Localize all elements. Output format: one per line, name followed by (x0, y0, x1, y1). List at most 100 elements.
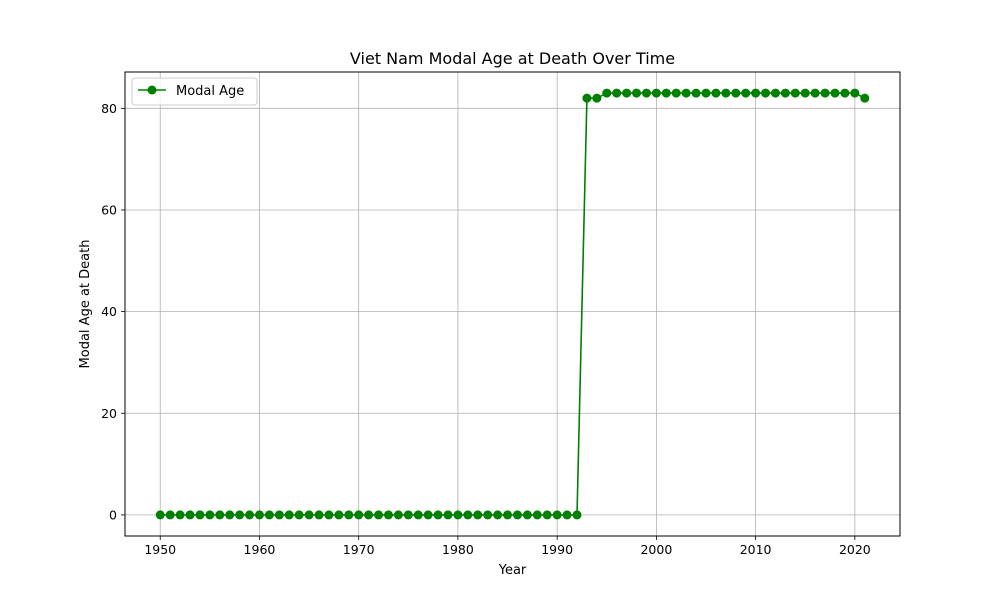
data-point (780, 88, 790, 98)
data-point (155, 510, 165, 520)
data-point (175, 510, 185, 520)
x-axis-ticks: 1950 1960 1970 1980 1990 2000 2010 2020 (144, 536, 871, 557)
data-point (552, 510, 562, 520)
data-point (572, 510, 582, 520)
data-point (751, 88, 761, 98)
data-point (403, 510, 413, 520)
data-point (294, 510, 304, 520)
series-markers (155, 88, 870, 520)
data-point (701, 88, 711, 98)
data-point (383, 510, 393, 520)
legend-marker-sample (147, 85, 157, 95)
legend: Modal Age (131, 77, 258, 106)
data-point (800, 88, 810, 98)
data-point (622, 88, 632, 98)
series-line-layer (160, 92, 866, 516)
data-point (423, 510, 433, 520)
x-tick-label: 1980 (442, 542, 474, 557)
legend-box (131, 77, 258, 106)
data-point (354, 510, 364, 520)
y-axis-ticks: 0 20 40 60 80 (101, 101, 125, 522)
data-point (761, 88, 771, 98)
data-point (681, 88, 691, 98)
y-tick-label: 80 (101, 101, 117, 116)
y-tick-label: 40 (101, 304, 117, 319)
data-point (334, 510, 344, 520)
data-point (612, 88, 622, 98)
y-tick-label: 20 (101, 406, 117, 421)
data-point (235, 510, 245, 520)
data-point (364, 510, 374, 520)
data-point (860, 93, 870, 103)
data-point (503, 510, 513, 520)
data-point (671, 88, 681, 98)
data-point (195, 510, 205, 520)
data-point (304, 510, 314, 520)
data-point (433, 510, 443, 520)
data-point (711, 88, 721, 98)
y-tick-label: 60 (101, 202, 117, 217)
data-point (443, 510, 453, 520)
data-point (850, 88, 860, 98)
data-point (344, 510, 354, 520)
x-axis-label: Year (498, 563, 527, 578)
x-tick-label: 2010 (740, 542, 772, 557)
data-point (522, 510, 532, 520)
data-point (453, 510, 463, 520)
x-tick-label: 2020 (839, 542, 871, 557)
data-point (632, 88, 642, 98)
data-point (165, 510, 175, 520)
data-point (215, 510, 225, 520)
data-point (651, 88, 661, 98)
data-point (532, 510, 542, 520)
data-point (284, 510, 294, 520)
data-point (741, 88, 751, 98)
data-point (661, 88, 671, 98)
data-point (840, 88, 850, 98)
data-point (264, 510, 274, 520)
data-point (493, 510, 503, 520)
data-point (582, 93, 592, 103)
data-point (810, 88, 820, 98)
y-tick-label: 0 (109, 507, 117, 522)
data-point (393, 510, 403, 520)
data-point (830, 88, 840, 98)
chart-title: Viet Nam Modal Age at Death Over Time (350, 49, 675, 68)
legend-label: Modal Age (176, 84, 244, 99)
data-point (254, 510, 264, 520)
data-point (542, 510, 552, 520)
x-tick-label: 1970 (343, 542, 375, 557)
data-point (324, 510, 334, 520)
data-point (562, 510, 572, 520)
data-point (473, 510, 483, 520)
data-point (721, 88, 731, 98)
y-axis-label: Modal Age at Death (78, 240, 93, 369)
data-point (592, 93, 602, 103)
data-point (225, 510, 235, 520)
data-point (413, 510, 423, 520)
data-point (820, 88, 830, 98)
x-tick-label: 1990 (541, 542, 573, 557)
x-tick-label: 2000 (640, 542, 672, 557)
data-point (641, 88, 651, 98)
x-tick-label: 1950 (144, 542, 176, 557)
data-point (731, 88, 741, 98)
data-point (245, 510, 255, 520)
series-line (160, 92, 866, 516)
grid (125, 72, 900, 536)
data-point (691, 88, 701, 98)
data-point (205, 510, 215, 520)
plot-frame (124, 71, 901, 537)
data-point (314, 510, 324, 520)
data-point (790, 88, 800, 98)
data-point (463, 510, 473, 520)
data-point (512, 510, 522, 520)
x-tick-label: 1960 (244, 542, 276, 557)
data-point (602, 88, 612, 98)
data-point (274, 510, 284, 520)
data-point (770, 88, 780, 98)
data-point (185, 510, 195, 520)
data-point (483, 510, 493, 520)
